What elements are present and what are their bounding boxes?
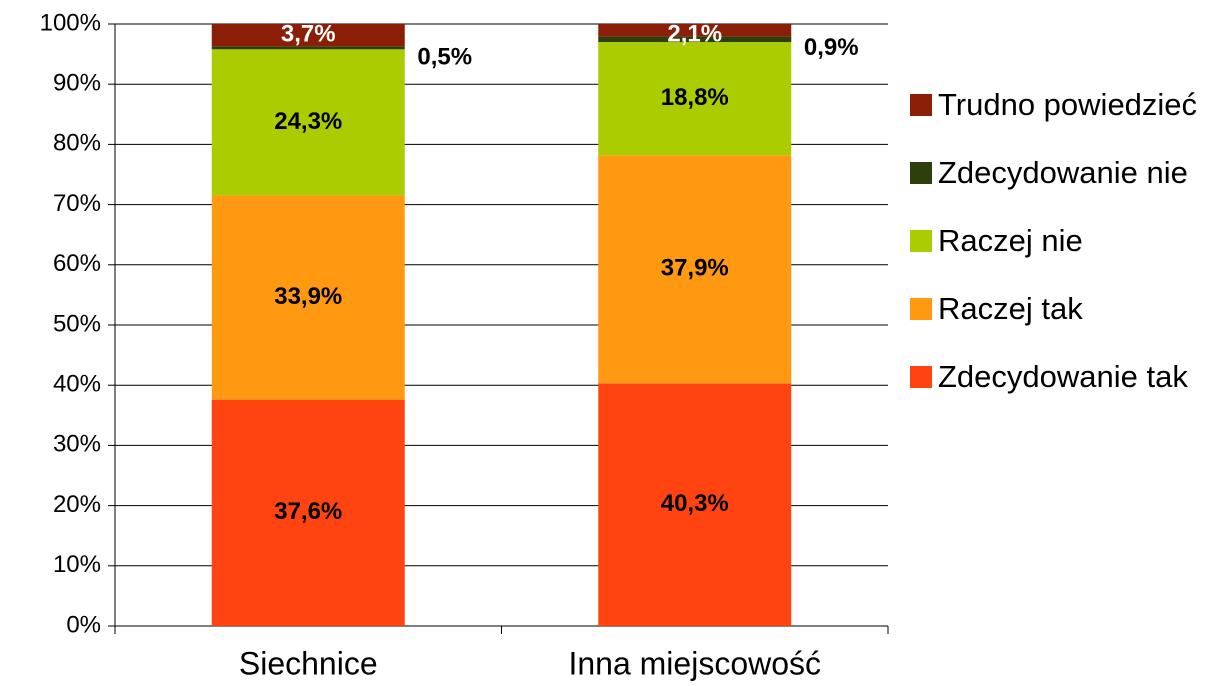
bar-segment (598, 42, 792, 156)
legend-swatch (910, 230, 932, 252)
data-label: 33,9% (274, 283, 342, 310)
y-tick-label: 0% (66, 611, 101, 638)
legend-label: Raczej nie (938, 223, 1083, 258)
bar-segment (598, 155, 792, 384)
y-tick-label: 30% (53, 431, 101, 458)
data-label: 37,9% (661, 255, 729, 282)
legend-swatch (910, 298, 932, 320)
bar-segment (598, 383, 792, 626)
x-tick-label: Siechnice (239, 645, 378, 681)
y-tick-label: 90% (53, 70, 101, 97)
data-label: 0,9% (804, 34, 859, 61)
legend-item: Raczej nie (910, 220, 1205, 262)
y-tick-label: 40% (53, 371, 101, 398)
legend-label: Trudno powiedzieć (938, 87, 1198, 122)
bar-segment (211, 46, 405, 50)
y-tick-label: 60% (53, 250, 101, 277)
legend-label: Zdecydowanie tak (938, 359, 1188, 394)
legend-label: Raczej tak (938, 291, 1083, 326)
legend-swatch (910, 94, 932, 116)
y-tick-label: 20% (53, 491, 101, 518)
legend-item: Zdecydowanie nie (910, 152, 1205, 194)
y-tick-label: 50% (53, 310, 101, 337)
data-label: 40,3% (661, 490, 729, 517)
bar-segment (211, 399, 405, 626)
bar-segment (598, 24, 792, 37)
x-tick-label: Inna miejscowość (568, 645, 821, 681)
legend-item: Raczej tak (910, 288, 1205, 330)
legend-swatch (910, 162, 932, 184)
data-label: 24,3% (274, 108, 342, 135)
data-label: 3,7% (281, 20, 336, 47)
legend-swatch (910, 366, 932, 388)
data-label: 18,8% (661, 84, 729, 111)
bar-segment (211, 49, 405, 196)
data-label: 37,6% (274, 498, 342, 525)
data-label: 0,5% (417, 44, 472, 71)
bar-segment (598, 36, 792, 43)
bar-segment (211, 24, 405, 47)
legend-label: Zdecydowanie nie (938, 155, 1188, 190)
data-label: 2,1% (667, 20, 722, 47)
legend: Trudno powiedzieć Zdecydowanie nie Raczej … (910, 84, 1205, 424)
legend-item: Zdecydowanie tak (910, 356, 1205, 398)
y-tick-label: 10% (53, 551, 101, 578)
y-tick-label: 100% (40, 9, 101, 36)
y-tick-label: 70% (53, 190, 101, 217)
y-tick-label: 80% (53, 130, 101, 157)
bar-segment (211, 195, 405, 400)
legend-item: Trudno powiedzieć (910, 84, 1205, 126)
